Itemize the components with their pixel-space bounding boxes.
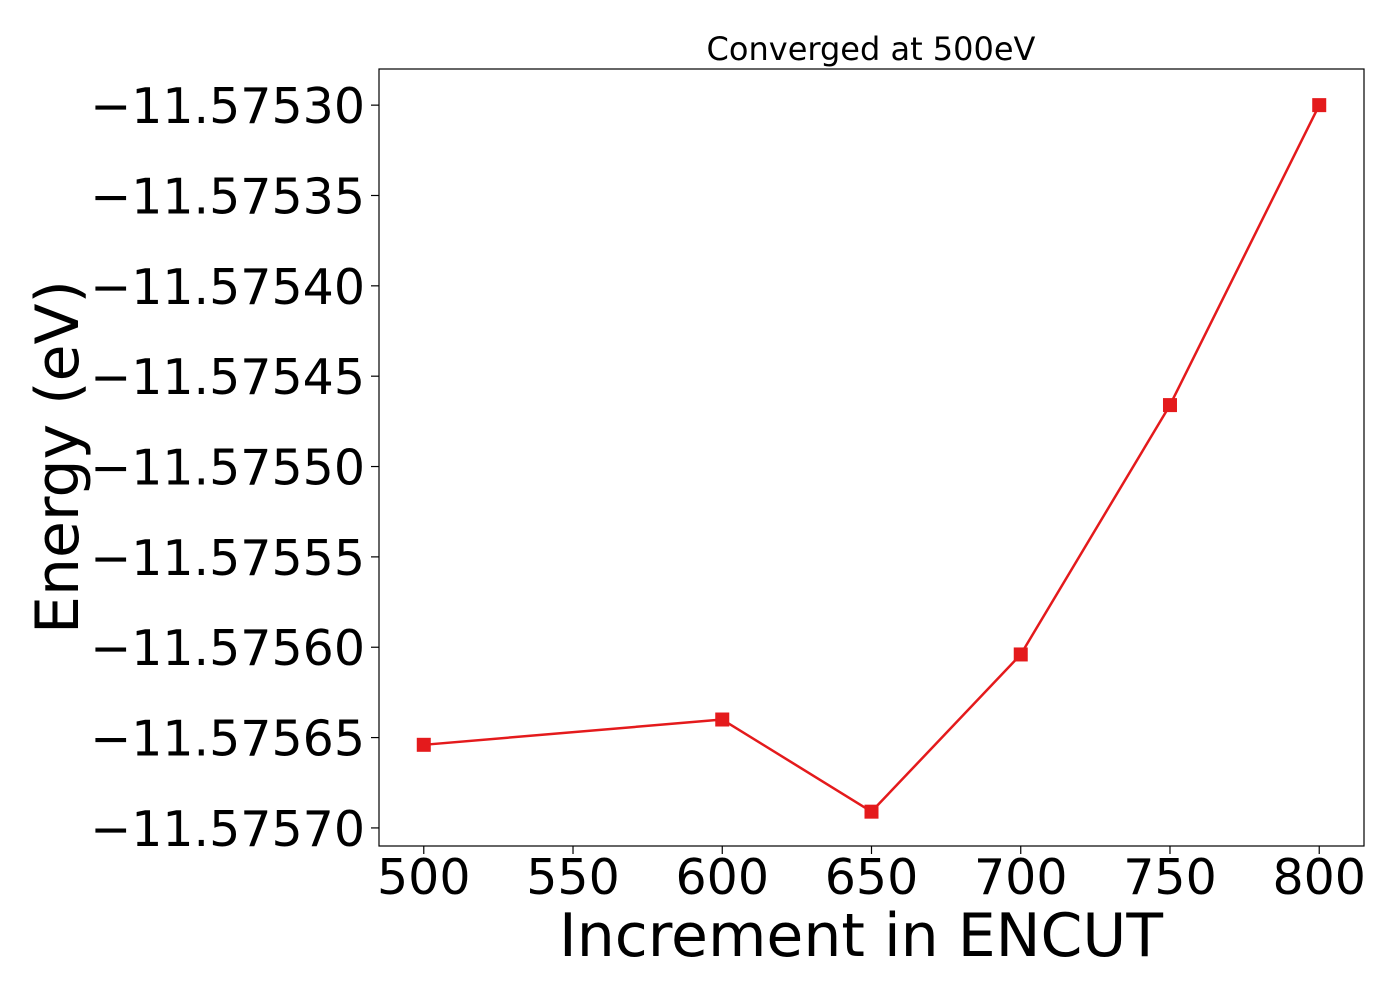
plot-frame [378, 68, 1365, 847]
x-tick-label: 650 [825, 849, 919, 906]
y-tick-label: −11.57550 [90, 440, 365, 497]
y-tick-label: −11.57570 [90, 801, 365, 858]
x-tick-label: 500 [377, 849, 471, 906]
x-tick-label: 600 [675, 849, 769, 906]
x-axis-label: Increment in ENCUT [559, 901, 1163, 971]
data-point-marker [864, 804, 879, 819]
x-tick-label: 700 [974, 849, 1068, 906]
data-point-marker [416, 737, 431, 752]
data-point-marker [1162, 398, 1177, 413]
y-tick-label: −11.57560 [90, 620, 365, 677]
y-tick-label: −11.57555 [90, 530, 365, 587]
data-point-marker [1312, 98, 1327, 113]
y-tick-label: −11.57535 [90, 168, 365, 225]
y-tick-label: −11.57545 [90, 349, 365, 406]
x-tick-label: 800 [1272, 849, 1366, 906]
y-axis-label: Energy (eV) [23, 280, 93, 634]
data-point-marker [1013, 647, 1028, 662]
series-line [423, 104, 1321, 813]
data-point-marker [715, 712, 730, 727]
x-tick-label: 550 [526, 849, 620, 906]
y-tick-label: −11.57565 [90, 711, 365, 768]
y-tick-label: −11.57530 [90, 78, 365, 135]
chart-title: Converged at 500eV [707, 30, 1036, 68]
y-tick-label: −11.57540 [90, 259, 365, 316]
x-tick-label: 750 [1123, 849, 1217, 906]
